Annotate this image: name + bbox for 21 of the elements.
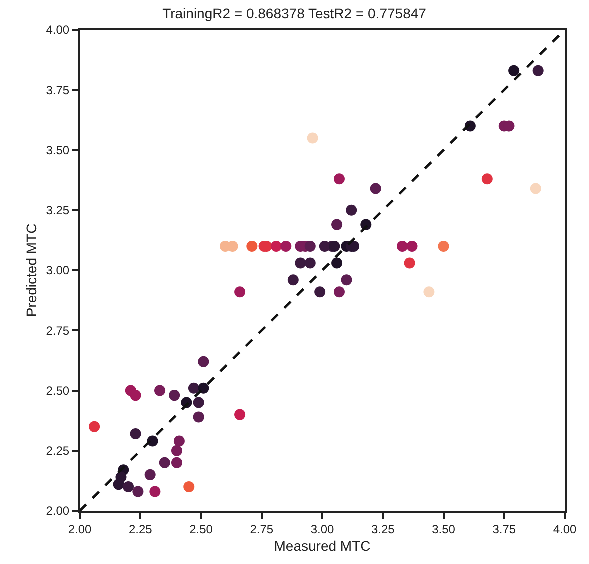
y-tick-label: 4.00 [46,23,70,38]
x-tick-label: 4.00 [553,522,577,536]
y-tick-label: 3.25 [46,204,70,218]
y-tick-label: 2.75 [46,324,70,338]
x-axis-title: Measured MTC [274,538,371,554]
chart-title: TrainingR2 = 0.868378 TestR2 = 0.775847 [162,5,427,22]
x-tick-label: 3.25 [371,522,396,536]
x-tick-label: 3.00 [310,522,334,536]
y-tick-label: 2.00 [46,504,70,518]
y-tick-label: 2.50 [46,384,70,398]
y-axis-title: Predicted MTC [23,224,40,318]
x-tick-label: 3.75 [492,522,516,536]
x-tick-label: 3.50 [432,522,456,536]
y-tick-label: 3.50 [46,143,70,158]
x-tick-label: 2.50 [190,522,214,536]
y-tick-label: 2.25 [46,444,70,458]
x-tick-label: 2.25 [128,522,153,536]
y-tick-label: 3.00 [46,264,70,278]
x-tick-label: 2.00 [68,522,92,536]
x-tick-label: 2.75 [250,522,274,536]
y-tick-label: 3.75 [46,83,70,98]
